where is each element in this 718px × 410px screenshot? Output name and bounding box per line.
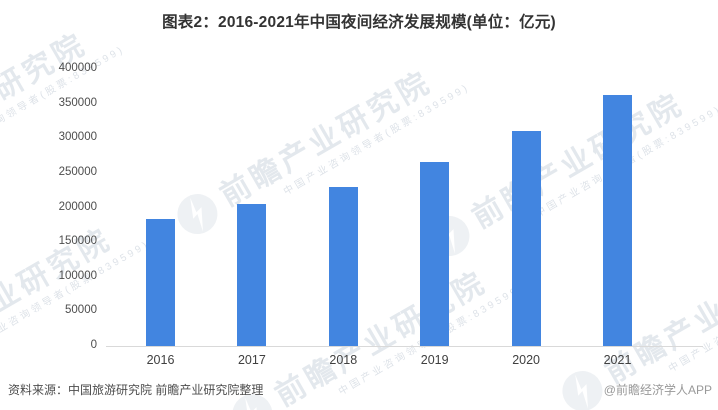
x-axis-tick-label: 2019 xyxy=(420,353,449,367)
bar-2017 xyxy=(237,204,267,346)
y-axis-tick-label: 300000 xyxy=(58,131,97,144)
y-axis-tick-label: 50000 xyxy=(65,304,97,317)
bar-2016 xyxy=(146,219,175,346)
qianzhan-logo-icon xyxy=(170,187,227,246)
bar-2018 xyxy=(328,187,358,346)
y-axis-tick-label: 100000 xyxy=(58,269,97,282)
x-axis-tick-label: 2016 xyxy=(146,353,175,367)
bar-2020 xyxy=(511,131,541,346)
bar-2019 xyxy=(420,162,450,346)
y-axis-tick-label: 250000 xyxy=(58,165,97,178)
bar-2021 xyxy=(603,95,632,346)
credit-note: @前瞻经济学人APP xyxy=(603,383,712,397)
y-axis-tick-label: 200000 xyxy=(58,200,97,213)
x-axis-tick-label: 2020 xyxy=(512,353,540,367)
watermark: 前瞻产业研究院 中国产业咨询领导者(股票:839599) xyxy=(222,242,527,410)
chart-title: 图表2：2016-2021年中国夜间经济发展规模(单位：亿元) xyxy=(162,14,556,31)
x-axis-tick-label: 2021 xyxy=(603,353,632,367)
y-axis-tick-label: 150000 xyxy=(58,235,97,248)
data-source-note: 资料来源：中国旅游研究院 前瞻产业研究院整理 xyxy=(8,383,264,397)
watermark: 前瞻产业研究院 中国产业咨询领导者(股票:839599) xyxy=(419,64,718,273)
x-axis-tick-label: 2017 xyxy=(237,353,266,367)
y-axis-tick-label: 350000 xyxy=(58,96,97,109)
y-axis-tick-label: 0 xyxy=(90,339,97,351)
x-axis-line xyxy=(106,346,703,347)
x-axis-tick-label: 2018 xyxy=(329,353,358,367)
y-axis-tick-label: 400000 xyxy=(58,62,97,74)
